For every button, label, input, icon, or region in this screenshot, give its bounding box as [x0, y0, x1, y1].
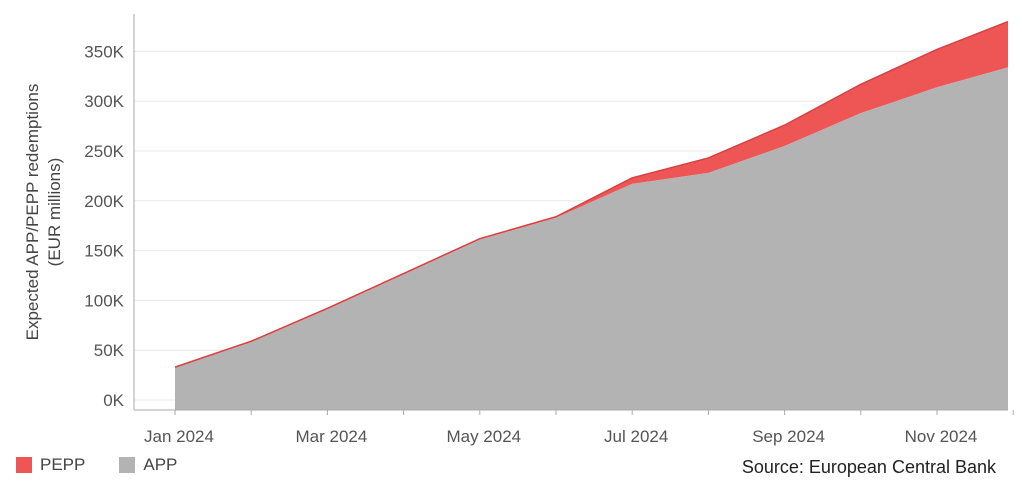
x-tick-label: Jan 2024 [144, 427, 214, 446]
line-total [174, 20, 1009, 368]
y-tick-label: 300K [84, 92, 124, 111]
legend-item-app[interactable]: APP [119, 455, 177, 475]
y-tick-label: 200K [84, 192, 124, 211]
source-note: Source: European Central Bank [741, 457, 996, 477]
x-tick-label: Mar 2024 [295, 427, 367, 446]
y-tick-labels: 0K 50K 100K 150K 200K 250K 300K 350K [84, 42, 124, 410]
y-tick-label: 150K [84, 242, 124, 261]
x-tick-label: Nov 2024 [905, 427, 978, 446]
x-tick-labels: Jan 2024 Mar 2024 May 2024 Jul 2024 Sep 2024… [144, 427, 977, 446]
y-tick-label: 50K [94, 341, 125, 360]
legend-swatch-pepp [16, 457, 32, 473]
y-axis-label-line-1: Expected APP/PEPP redemptions [23, 84, 42, 341]
legend-label-app: APP [143, 455, 178, 474]
area-chart: 0K 50K 100K 150K 200K 250K 300K 350K Jan 2024 Ma… [23, 14, 1014, 446]
y-tick-label: 350K [84, 42, 124, 61]
x-tick-label: Jul 2024 [604, 427, 668, 446]
x-tick-label: May 2024 [446, 427, 521, 446]
x-tick-label: Sep 2024 [752, 427, 825, 446]
legend-swatch-app [119, 457, 136, 473]
legend: PEPP APP [16, 455, 177, 475]
axes [133, 14, 1014, 415]
y-tick-label: 0K [103, 391, 124, 410]
area-series [174, 20, 1009, 410]
area-pepp [175, 21, 1008, 368]
y-tick-label: 100K [84, 291, 124, 310]
y-axis-label-line-2: (EUR millions) [45, 158, 64, 267]
legend-item-pepp[interactable]: PEPP [16, 455, 85, 475]
y-tick-label: 250K [84, 142, 124, 161]
legend-label-pepp: PEPP [40, 455, 86, 474]
area-app [175, 67, 1008, 410]
